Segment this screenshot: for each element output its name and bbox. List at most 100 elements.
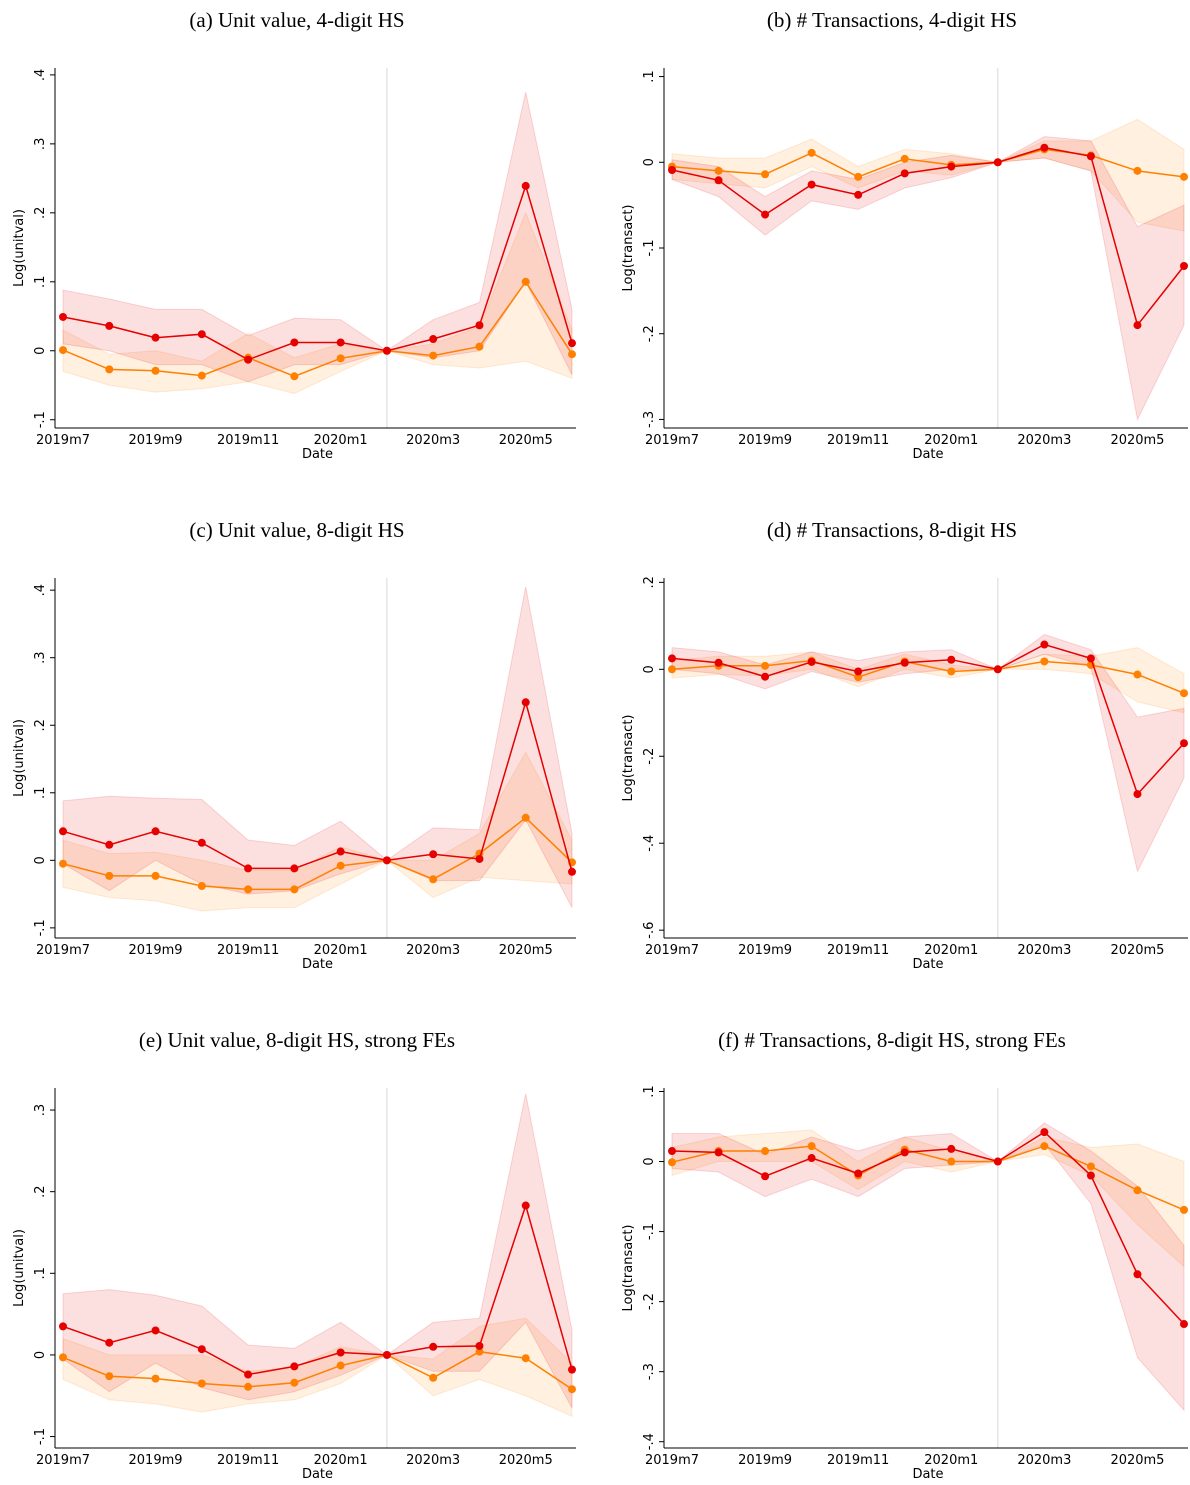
series-line bbox=[62, 183, 573, 361]
data-point bbox=[336, 354, 345, 363]
data-point bbox=[1180, 1205, 1188, 1214]
data-point bbox=[59, 312, 67, 321]
x-tick-label: 2020m5 bbox=[499, 943, 553, 958]
data-point bbox=[290, 864, 299, 873]
series-line bbox=[671, 1131, 1185, 1325]
x-tick-label: 2020m3 bbox=[406, 1453, 460, 1468]
data-point bbox=[1180, 172, 1188, 181]
x-tick-label: 2019m7 bbox=[36, 943, 90, 958]
data-point bbox=[993, 158, 1002, 167]
series-line bbox=[62, 280, 573, 378]
data-point bbox=[105, 1372, 114, 1381]
x-tick-label: 2020m3 bbox=[406, 943, 460, 958]
x-tick-label: 2020m5 bbox=[499, 433, 553, 448]
x-tick-label: 2020m3 bbox=[1017, 433, 1071, 448]
y-tick-label: -.3 bbox=[642, 1363, 657, 1380]
data-point bbox=[290, 1362, 299, 1371]
series-line bbox=[671, 643, 1185, 796]
y-tick-label: -.2 bbox=[642, 325, 657, 342]
x-tick-label: 2019m11 bbox=[827, 943, 889, 958]
data-point bbox=[521, 181, 530, 190]
x-tick-label: 2019m11 bbox=[217, 943, 279, 958]
data-point bbox=[1180, 739, 1188, 748]
data-point bbox=[1040, 143, 1049, 152]
data-point bbox=[151, 333, 160, 342]
data-point bbox=[993, 1157, 1002, 1166]
x-tick-label: 2019m11 bbox=[827, 1453, 889, 1468]
y-tick-label: -.2 bbox=[642, 1293, 657, 1310]
data-point bbox=[568, 339, 576, 348]
data-point bbox=[521, 813, 530, 822]
x-tick-label: 2019m9 bbox=[738, 433, 792, 448]
data-point bbox=[947, 655, 956, 664]
y-axis-title: Log(unitval) bbox=[12, 719, 27, 797]
data-point bbox=[807, 148, 816, 157]
x-axis-title: Date bbox=[912, 957, 943, 972]
data-point bbox=[197, 1345, 206, 1354]
chart-title: (c) Unit value, 8-digit HS bbox=[189, 518, 404, 542]
panel: (b) # Transactions, 4-digit HS -.3 -.2 -.1 0… bbox=[621, 8, 1188, 462]
data-point bbox=[105, 365, 114, 374]
y-tick-label: .2 bbox=[33, 719, 48, 731]
series-line bbox=[62, 816, 573, 891]
data-point bbox=[1133, 321, 1142, 330]
data-point bbox=[59, 346, 67, 355]
x-tick-label: 2019m9 bbox=[738, 943, 792, 958]
data-point bbox=[429, 1342, 438, 1351]
chart-title: (e) Unit value, 8-digit HS, strong FEs bbox=[139, 1028, 455, 1052]
y-tick-label: .1 bbox=[33, 1267, 48, 1279]
y-axis-title: Log(unitval) bbox=[12, 1229, 27, 1307]
data-point bbox=[429, 351, 438, 360]
y-tick-label: .2 bbox=[33, 1185, 48, 1197]
x-tick-label: 2020m1 bbox=[314, 1453, 368, 1468]
y-tick-label: .3 bbox=[33, 1104, 48, 1116]
y-tick-label: -.1 bbox=[33, 919, 48, 936]
y-tick-label: -.1 bbox=[33, 1428, 48, 1445]
data-point bbox=[761, 661, 770, 670]
chart-title: (b) # Transactions, 4-digit HS bbox=[767, 8, 1017, 32]
data-point bbox=[854, 667, 863, 676]
data-point bbox=[1086, 152, 1095, 161]
data-point bbox=[761, 1172, 770, 1181]
data-point bbox=[947, 1144, 956, 1153]
data-point bbox=[854, 190, 863, 199]
data-point bbox=[807, 657, 816, 666]
data-point bbox=[105, 871, 114, 880]
panel: (a) Unit value, 4-digit HS -.1 0 .1 .2 .3 .4 20… bbox=[12, 8, 576, 462]
data-point bbox=[151, 871, 160, 880]
data-point bbox=[1133, 166, 1142, 175]
y-tick-label: .3 bbox=[33, 138, 48, 150]
x-tick-label: 2019m11 bbox=[827, 433, 889, 448]
data-point bbox=[244, 864, 253, 873]
series-line bbox=[671, 659, 1185, 694]
y-tick-label: 0 bbox=[642, 665, 657, 673]
y-tick-label: 0 bbox=[33, 347, 48, 355]
confidence-band bbox=[62, 91, 573, 383]
data-point bbox=[900, 169, 909, 178]
x-tick-label: 2019m7 bbox=[36, 433, 90, 448]
data-point bbox=[475, 1347, 484, 1356]
data-point bbox=[197, 371, 206, 380]
x-tick-label: 2019m9 bbox=[129, 943, 183, 958]
chart-title: (d) # Transactions, 8-digit HS bbox=[767, 518, 1017, 542]
data-point bbox=[336, 1361, 345, 1370]
data-point bbox=[1040, 640, 1049, 649]
y-tick-label: .1 bbox=[642, 70, 657, 82]
data-point bbox=[714, 166, 723, 175]
x-tick-label: 2020m3 bbox=[1017, 1453, 1071, 1468]
data-point bbox=[336, 861, 345, 870]
data-point bbox=[197, 838, 206, 847]
data-point bbox=[475, 854, 484, 863]
y-tick-label: -.1 bbox=[642, 1223, 657, 1240]
chart-title: (f) # Transactions, 8-digit HS, strong F… bbox=[718, 1028, 1066, 1052]
series-line bbox=[671, 146, 1185, 327]
data-point bbox=[1040, 657, 1049, 666]
x-tick-label: 2020m1 bbox=[924, 433, 978, 448]
x-axis-title: Date bbox=[912, 1467, 943, 1482]
data-point bbox=[475, 321, 484, 330]
data-point bbox=[807, 1154, 816, 1163]
data-point bbox=[429, 850, 438, 859]
data-point bbox=[1180, 689, 1188, 698]
data-point bbox=[1180, 1320, 1188, 1329]
confidence-band bbox=[671, 633, 1185, 873]
